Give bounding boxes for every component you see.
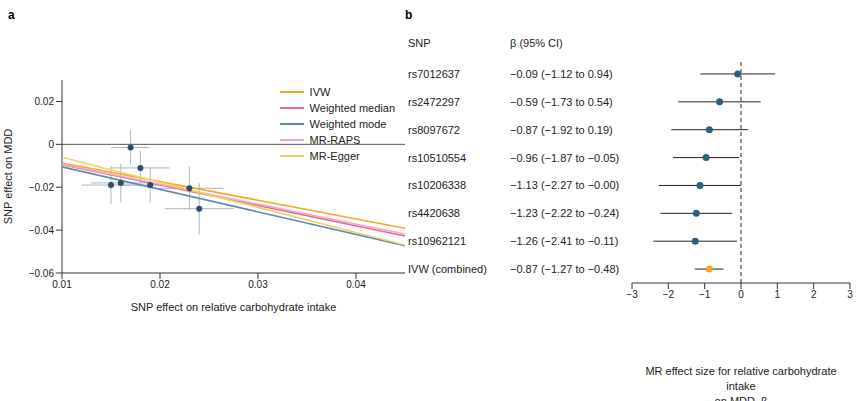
svg-text:−1.23 (−2.22 to −0.24): −1.23 (−2.22 to −0.24) (510, 207, 619, 219)
svg-text:−0.59 (−1.73 to 0.54): −0.59 (−1.73 to 0.54) (510, 96, 613, 108)
html-text:Weighted mode: Weighted mode (309, 118, 387, 130)
html-text:IVW: IVW (309, 86, 331, 98)
html-text:b: b (405, 8, 413, 22)
svg-text:1: 1 (775, 289, 781, 300)
svg-text:0: 0 (738, 289, 744, 300)
svg-text:−3: −3 (626, 289, 638, 300)
svg-text:−0.96 (−1.87 to −0.05): −0.96 (−1.87 to −0.05) (510, 152, 619, 164)
svg-text:3: 3 (847, 289, 853, 300)
svg-text:rs10206338: rs10206338 (408, 179, 466, 191)
html-text:β (95% CI): β (95% CI) (510, 37, 563, 49)
svg-text:0.04: 0.04 (346, 279, 366, 290)
svg-text:−0.87 (−1.27 to −0.48): −0.87 (−1.27 to −0.48) (510, 263, 619, 275)
html-text:MR-RAPS: MR-RAPS (309, 134, 361, 146)
svg-text:rs10510554: rs10510554 (408, 152, 466, 164)
html-text:a: a (8, 8, 15, 22)
html-text:SNP: SNP (408, 37, 431, 49)
svg-text:rs7012637: rs7012637 (408, 68, 460, 80)
svg-text:−0.06: −0.06 (29, 268, 55, 279)
svg-text:−0.04: −0.04 (29, 225, 55, 236)
svg-text:rs4420638: rs4420638 (408, 207, 460, 219)
html-text:Weighted median: Weighted median (309, 102, 395, 114)
svg-text:−1.26 (−2.41 to −0.11): −1.26 (−2.41 to −0.11) (510, 235, 618, 247)
svg-text:rs10962121: rs10962121 (408, 235, 466, 247)
svg-text:−0.02: −0.02 (29, 182, 55, 193)
svg-text:SNP effect on relative carbohy: SNP effect on relative carbohydrate inta… (131, 301, 337, 313)
svg-text:−1.13 (−2.27 to −0.00): −1.13 (−2.27 to −0.00) (510, 179, 619, 191)
svg-text:2: 2 (811, 289, 817, 300)
svg-text:−0.09 (−1.12 to 0.94): −0.09 (−1.12 to 0.94) (510, 68, 613, 80)
svg-text:rs8097672: rs8097672 (408, 124, 460, 136)
svg-text:−0.87 (−1.92 to 0.19): −0.87 (−1.92 to 0.19) (510, 124, 613, 136)
svg-text:0.01: 0.01 (52, 279, 72, 290)
svg-text:0.03: 0.03 (248, 279, 268, 290)
svg-text:0.02: 0.02 (150, 279, 170, 290)
svg-text:IVW (combined): IVW (combined) (408, 263, 487, 275)
svg-text:−2: −2 (663, 289, 675, 300)
svg-text:0.02: 0.02 (35, 96, 55, 107)
svg-text:rs2472297: rs2472297 (408, 96, 460, 108)
svg-text:−1: −1 (699, 289, 711, 300)
html-text:MR-Egger: MR-Egger (309, 150, 360, 162)
svg-text:SNP effect on MDD: SNP effect on MDD (8, 129, 14, 225)
svg-text:0: 0 (48, 139, 54, 150)
